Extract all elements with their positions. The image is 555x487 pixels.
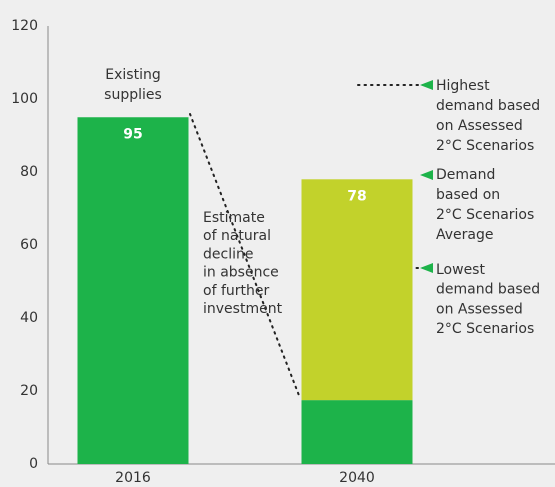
annotation: 2°C Scenarios [436, 138, 534, 154]
x-tick-label: 2040 [339, 470, 375, 486]
x-tick-label: 2016 [115, 470, 151, 486]
bar-segment [301, 179, 413, 401]
annotation: 2°C Scenarios [436, 207, 534, 223]
decline-line [189, 113, 301, 399]
y-tick-label: 80 [20, 164, 38, 180]
arrow [420, 263, 433, 273]
y-tick-label: 40 [20, 310, 38, 326]
annotation: Estimate [203, 210, 265, 226]
annotation: on Assessed [436, 118, 523, 134]
annotation: demand based [436, 282, 540, 298]
total-label: 78 [347, 188, 366, 204]
annotation: of further [203, 283, 269, 299]
bar-segment [301, 400, 413, 464]
bar-segment [77, 117, 189, 464]
annotation: of natural [203, 228, 271, 244]
annotation: in absence [203, 265, 279, 281]
annotation: investment [203, 301, 283, 317]
y-tick-label: 20 [20, 383, 38, 399]
annotation: based on [436, 187, 500, 203]
y-tick-label: 120 [11, 18, 38, 34]
y-tick-label: 60 [20, 237, 38, 253]
annotation: 2°C Scenarios [436, 321, 534, 337]
arrow [420, 80, 433, 90]
y-tick-label: 0 [29, 456, 38, 472]
y-tick-label: 100 [11, 91, 38, 107]
annotation: on Assessed [436, 301, 523, 317]
annotation: supplies [104, 87, 162, 103]
annotation: Highest [436, 78, 490, 94]
annotation: Existing [105, 67, 160, 83]
total-label: 95 [123, 126, 142, 142]
annotation: decline [203, 246, 253, 262]
annotation: Average [436, 227, 494, 243]
annotation: demand based [436, 98, 540, 114]
arrow [420, 170, 433, 180]
annotation: Demand [436, 167, 495, 183]
annotation: Lowest [436, 262, 485, 278]
